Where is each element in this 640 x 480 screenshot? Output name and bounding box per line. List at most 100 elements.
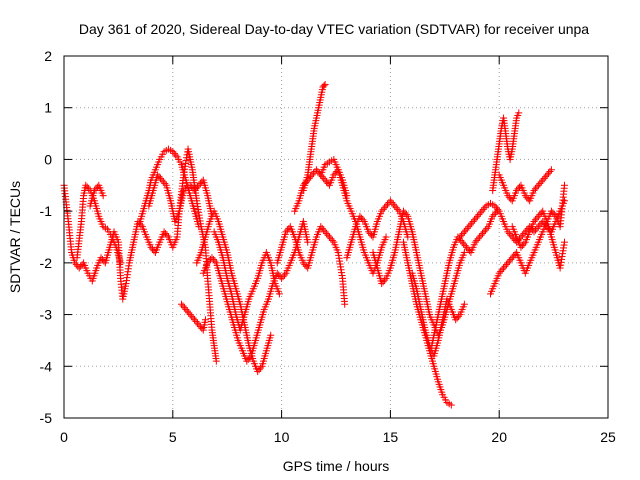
data-point [533, 183, 541, 191]
data-point [460, 249, 468, 257]
x-tick-label: 0 [60, 429, 68, 445]
data-point [531, 185, 539, 193]
data-point [389, 200, 397, 208]
data-point [75, 264, 83, 272]
data-point [331, 169, 339, 177]
data-point [212, 357, 220, 365]
data-point [193, 319, 201, 327]
data-point [540, 174, 548, 182]
data-point [163, 231, 171, 239]
data-point [392, 204, 400, 212]
x-tick-label: 15 [383, 429, 399, 445]
data-point [137, 221, 145, 229]
data-point [341, 300, 349, 308]
data-point [501, 262, 509, 270]
data-point [476, 233, 484, 241]
data-point [308, 171, 316, 179]
data-point [479, 230, 487, 238]
data-point [539, 176, 547, 184]
data-point [147, 243, 155, 251]
data-point [90, 186, 98, 194]
data-point [189, 314, 197, 322]
data-point [301, 261, 309, 269]
data-point [82, 181, 90, 189]
x-tick-label: 20 [491, 429, 507, 445]
data-point [161, 180, 169, 188]
data-point [550, 211, 558, 219]
data-point [172, 151, 180, 159]
data-point [481, 226, 489, 234]
data-point [505, 230, 513, 238]
data-point [458, 238, 466, 246]
data-point [510, 252, 518, 260]
data-point [99, 192, 107, 200]
axis-ticks [63, 55, 609, 419]
data-point [307, 173, 315, 181]
y-tick-labels: -5 -4 -3 -2 -1 0 1 2 [40, 48, 53, 426]
data-point [474, 235, 482, 243]
data-point [402, 211, 410, 219]
data-point [399, 207, 407, 215]
data-point [477, 231, 485, 239]
data-point [279, 273, 287, 281]
data-point [543, 171, 551, 179]
data-point [179, 302, 187, 310]
data-point [158, 176, 166, 184]
x-tick-label: 10 [274, 429, 290, 445]
data-point [327, 235, 335, 243]
data-point [320, 82, 328, 90]
data-point [186, 311, 194, 319]
data-point [534, 212, 542, 220]
data-point [324, 231, 332, 239]
x-tick-labels: 0 5 10 15 20 25 [60, 429, 616, 445]
data-point [463, 224, 471, 232]
data-point [560, 238, 568, 246]
data-point [178, 300, 186, 308]
data-point [456, 233, 464, 241]
data-point [275, 290, 283, 298]
data-point [317, 223, 325, 231]
data-point [359, 216, 367, 224]
data-point [71, 259, 79, 267]
data-point [497, 267, 505, 275]
data-point [211, 257, 219, 265]
data-point [170, 149, 178, 157]
data-point [530, 217, 538, 225]
y-tick-label: -2 [40, 255, 53, 271]
data-point [191, 316, 199, 324]
data-point [457, 236, 465, 244]
data-point [536, 180, 544, 188]
data-point [534, 223, 542, 231]
data-point [461, 242, 469, 250]
data-point [540, 219, 548, 227]
data-point [196, 180, 204, 188]
data-point [135, 219, 143, 227]
data-point [321, 228, 329, 236]
data-point [545, 169, 553, 177]
data-point [77, 262, 85, 270]
data-point [507, 231, 515, 239]
data-point [154, 171, 162, 179]
data-point [508, 254, 516, 262]
data-point [156, 174, 164, 182]
data-point [518, 231, 526, 239]
data-point [560, 181, 568, 189]
data-point [481, 204, 489, 212]
data-point [281, 271, 289, 279]
data-point [378, 280, 386, 288]
data-point [323, 178, 331, 186]
data-point [513, 186, 521, 194]
data-point [299, 181, 307, 189]
data-point [318, 224, 326, 232]
data-point [460, 228, 468, 236]
data-point [475, 211, 483, 219]
data-point [460, 300, 468, 308]
data-point [193, 183, 201, 191]
data-point [465, 223, 473, 231]
data-point [92, 185, 100, 193]
y-tick-label: 2 [44, 48, 52, 64]
data-point [169, 148, 177, 156]
data-point [388, 199, 396, 207]
data-point [356, 212, 364, 220]
